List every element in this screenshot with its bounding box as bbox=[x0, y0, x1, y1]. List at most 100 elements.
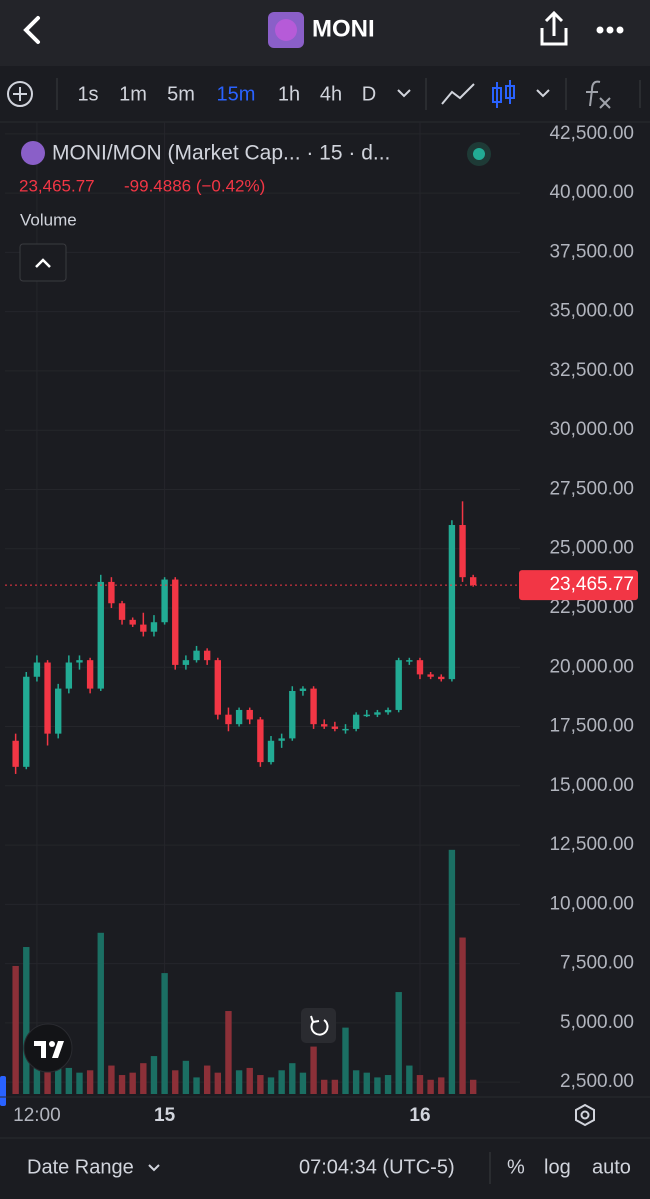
chart-type-dropdown[interactable] bbox=[536, 89, 550, 98]
interval-button[interactable]: 5m bbox=[167, 83, 195, 105]
y-tick-label: 17,500.00 bbox=[549, 716, 634, 737]
candle-body bbox=[406, 660, 413, 662]
candle-body bbox=[118, 603, 126, 620]
volume-bar bbox=[416, 1075, 424, 1094]
axis-settings[interactable] bbox=[575, 1103, 595, 1127]
y-tick-label: 37,500.00 bbox=[549, 241, 634, 262]
candle-body bbox=[225, 714, 232, 725]
volume-bar bbox=[23, 947, 30, 1094]
tradingview-logo[interactable] bbox=[23, 1023, 73, 1073]
legend-symbol: MONI/MON (Market Cap... · 15 · d... bbox=[52, 142, 390, 165]
y-tick-label: 2,500.00 bbox=[560, 1071, 634, 1092]
candle-body bbox=[448, 525, 456, 680]
volume-bar bbox=[65, 1067, 73, 1094]
candle-body bbox=[44, 662, 51, 734]
candle-body bbox=[65, 662, 73, 689]
candle-body bbox=[395, 660, 402, 710]
collapse-button[interactable] bbox=[19, 243, 67, 282]
timezone[interactable]: 07:04:34 (UTC-5) bbox=[299, 1156, 455, 1178]
candle-body bbox=[331, 726, 339, 729]
reset-icon bbox=[310, 1015, 329, 1036]
candle-body bbox=[140, 624, 147, 632]
legend-last-price: 23,465.77 bbox=[19, 176, 95, 195]
candle-body bbox=[86, 660, 94, 689]
candle-body bbox=[235, 709, 243, 725]
title: MONI bbox=[312, 15, 375, 42]
candle-body bbox=[182, 660, 190, 665]
y-tick-label: 42,500.00 bbox=[549, 123, 634, 144]
indicators-button[interactable] bbox=[586, 80, 611, 109]
y-tick-label: 5,000.00 bbox=[560, 1012, 634, 1033]
reset-button[interactable] bbox=[301, 1008, 336, 1043]
share-button[interactable] bbox=[540, 10, 568, 46]
volume-bar bbox=[299, 1072, 307, 1094]
candle-body bbox=[23, 676, 30, 767]
volume-bar bbox=[384, 1075, 392, 1094]
collapse-icon bbox=[35, 258, 51, 268]
volume-bar bbox=[246, 1067, 253, 1094]
volume-bar bbox=[469, 1079, 477, 1094]
date-range-button[interactable]: Date Range bbox=[27, 1156, 134, 1178]
volume-bar bbox=[374, 1077, 381, 1094]
volume-bar bbox=[289, 1063, 296, 1094]
auto-toggle[interactable]: auto bbox=[592, 1156, 631, 1178]
volume-bar bbox=[140, 1063, 147, 1094]
volume-bar bbox=[150, 1056, 158, 1094]
log-toggle[interactable]: log bbox=[544, 1156, 571, 1178]
candle-body bbox=[321, 724, 328, 727]
volume-bar bbox=[76, 1072, 83, 1094]
more-button[interactable] bbox=[596, 26, 624, 34]
y-tick-label: 10,000.00 bbox=[549, 893, 634, 914]
volume-bar bbox=[235, 1070, 243, 1094]
volume-bar bbox=[129, 1072, 136, 1094]
candle-body bbox=[203, 650, 211, 661]
candle-body bbox=[12, 740, 19, 767]
date-range-chevron bbox=[148, 1164, 160, 1172]
interval-button[interactable]: D bbox=[362, 83, 376, 105]
y-tick-label: 35,000.00 bbox=[549, 301, 634, 322]
percent-toggle[interactable]: % bbox=[507, 1156, 525, 1178]
candle-body bbox=[459, 525, 466, 578]
candle-body bbox=[278, 738, 285, 741]
add-button[interactable] bbox=[7, 81, 33, 107]
back-button[interactable] bbox=[23, 16, 40, 44]
interval-button[interactable]: 1h bbox=[278, 83, 300, 105]
interval-button[interactable]: 15m bbox=[217, 83, 256, 105]
interval-dropdown[interactable] bbox=[397, 89, 411, 98]
add-icon bbox=[13, 87, 27, 101]
volume-bar bbox=[203, 1065, 211, 1094]
volume-bar bbox=[182, 1060, 190, 1094]
candle-chart-button[interactable] bbox=[492, 80, 515, 108]
candle-body bbox=[108, 581, 115, 604]
candle-body bbox=[416, 660, 424, 675]
candle-body bbox=[33, 662, 41, 677]
y-tick-label: 25,000.00 bbox=[549, 538, 634, 559]
y-tick-label: 40,000.00 bbox=[549, 182, 634, 203]
volume-bar bbox=[97, 932, 104, 1094]
legend-icon bbox=[21, 141, 45, 165]
volume-bar bbox=[86, 1070, 94, 1094]
y-tick-label: 20,000.00 bbox=[549, 656, 634, 677]
status-dot bbox=[473, 148, 485, 160]
volume-bar bbox=[321, 1079, 328, 1094]
volume-bar bbox=[406, 1065, 413, 1094]
interval-button[interactable]: 4h bbox=[320, 83, 342, 105]
candle-body bbox=[267, 740, 275, 763]
interval-button[interactable]: 1s bbox=[77, 83, 98, 105]
x-tick-label: 15 bbox=[154, 1105, 176, 1126]
candle-body bbox=[352, 714, 360, 729]
volume-bar bbox=[278, 1070, 285, 1094]
line-chart-button[interactable] bbox=[441, 83, 475, 105]
last-price-label: 23,465.77 bbox=[549, 574, 634, 595]
tradingview-logo-mark bbox=[34, 1041, 64, 1058]
volume-bar bbox=[331, 1079, 339, 1094]
volume-bar bbox=[427, 1079, 434, 1094]
candle-body bbox=[76, 660, 83, 663]
interval-button[interactable]: 1m bbox=[119, 83, 147, 105]
last-price-tag bbox=[519, 570, 638, 601]
y-tick-label: 15,000.00 bbox=[549, 775, 634, 796]
volume-bar bbox=[363, 1072, 370, 1094]
volume-bar bbox=[395, 992, 402, 1094]
volume-bar bbox=[108, 1065, 115, 1094]
volume-bar bbox=[193, 1077, 200, 1094]
